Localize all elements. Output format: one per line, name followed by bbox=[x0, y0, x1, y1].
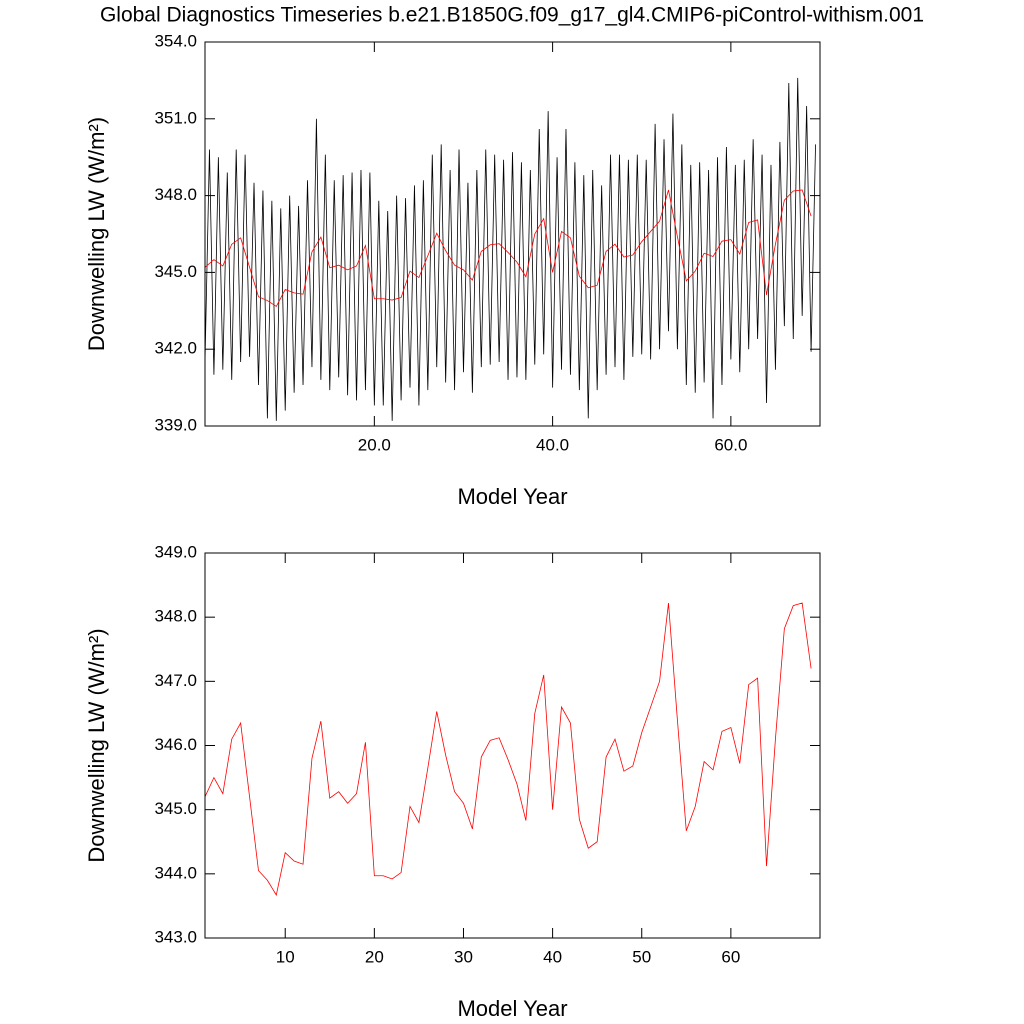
x-tick-label: 40 bbox=[543, 947, 562, 966]
y-tick-label: 349.0 bbox=[154, 542, 197, 561]
plot-frame bbox=[204, 552, 821, 939]
y-tick-label: 348.0 bbox=[154, 607, 197, 626]
y-tick-label: 343.0 bbox=[154, 927, 197, 946]
x-tick-label: 60 bbox=[721, 947, 740, 966]
data-line bbox=[204, 189, 812, 308]
y-tick-label: 344.0 bbox=[154, 863, 197, 882]
y-tick-label: 354.0 bbox=[154, 31, 197, 50]
data-line bbox=[204, 77, 816, 421]
x-tick-label: 10 bbox=[276, 947, 295, 966]
x-axis-label: Model Year bbox=[457, 996, 567, 1021]
x-tick-label: 20 bbox=[365, 947, 384, 966]
x-tick-label: 30 bbox=[454, 947, 473, 966]
y-axis-label: Downwelling LW (W/m²) bbox=[84, 117, 109, 351]
x-tick-label: 20.0 bbox=[358, 435, 391, 454]
x-axis-label: Model Year bbox=[457, 484, 567, 509]
y-tick-label: 339.0 bbox=[154, 415, 197, 434]
y-axis-label: Downwelling LW (W/m²) bbox=[84, 628, 109, 862]
chart-title: Global Diagnostics Timeseries b.e21.B185… bbox=[100, 4, 924, 27]
y-tick-label: 347.0 bbox=[154, 671, 197, 690]
y-tick-label: 345.0 bbox=[154, 799, 197, 818]
x-tick-label: 50 bbox=[632, 947, 651, 966]
y-tick-label: 346.0 bbox=[154, 735, 197, 754]
data-line bbox=[204, 602, 812, 897]
plot-frame bbox=[204, 41, 821, 427]
y-tick-label: 348.0 bbox=[154, 185, 197, 204]
y-tick-label: 351.0 bbox=[154, 108, 197, 127]
x-tick-label: 60.0 bbox=[714, 435, 747, 454]
y-tick-label: 345.0 bbox=[154, 262, 197, 281]
x-tick-label: 40.0 bbox=[536, 435, 569, 454]
y-tick-label: 342.0 bbox=[154, 339, 197, 358]
